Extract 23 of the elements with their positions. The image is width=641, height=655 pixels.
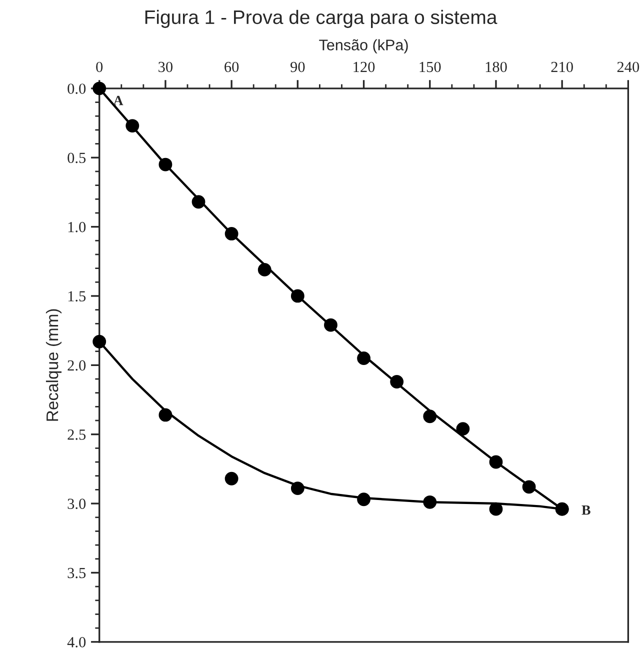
y-tick-label: 4.0 bbox=[67, 637, 86, 648]
x-tick-label: 60 bbox=[224, 62, 239, 72]
x-tick-label: 120 bbox=[354, 62, 375, 72]
x-axis-title: Tensão (kPa) bbox=[319, 39, 408, 54]
y-tick-label: 2.5 bbox=[68, 430, 86, 440]
chart-title: Figura 1 - Prova de carga para o sistema bbox=[145, 10, 498, 28]
y-tick-label: 3.0 bbox=[68, 498, 86, 510]
y-axis-title: Recalque (mm) bbox=[46, 309, 62, 421]
x-tick-label: 180 bbox=[486, 62, 507, 72]
x-tick-label: 150 bbox=[420, 62, 441, 72]
y-tick-label: 1.5 bbox=[68, 291, 86, 302]
x-tick-label: 240 bbox=[617, 62, 640, 72]
y-tick-label: 0.0 bbox=[68, 84, 86, 94]
y-tick-label: 3.5 bbox=[68, 568, 86, 578]
annotation: B bbox=[582, 506, 590, 515]
x-tick-label: 210 bbox=[551, 62, 573, 72]
y-tick-label: 1.0 bbox=[68, 222, 86, 232]
x-tick-label: 0 bbox=[96, 62, 103, 72]
annotation: A bbox=[113, 96, 124, 106]
y-tick-label: 0.5 bbox=[68, 152, 86, 164]
y-tick-label: 2.0 bbox=[68, 360, 86, 371]
x-tick-label: 90 bbox=[290, 62, 305, 72]
x-tick-label: 30 bbox=[158, 62, 173, 72]
